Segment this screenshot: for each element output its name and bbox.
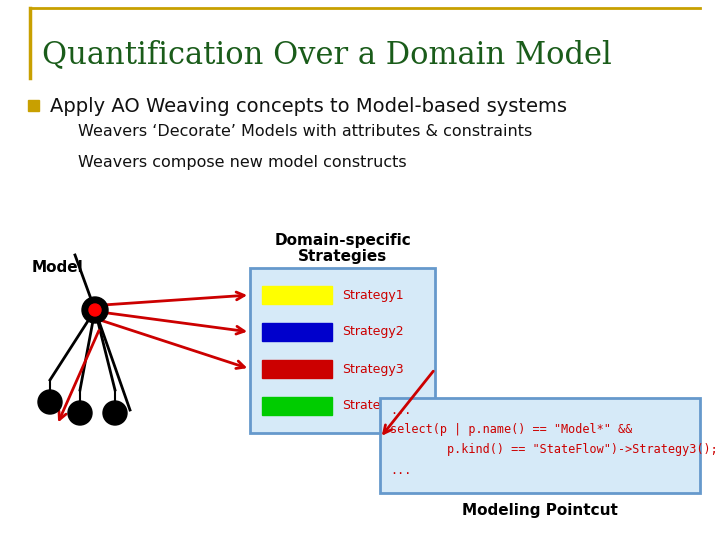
Circle shape bbox=[38, 390, 62, 414]
FancyBboxPatch shape bbox=[250, 268, 435, 433]
Text: Modeling Pointcut: Modeling Pointcut bbox=[462, 503, 618, 518]
Bar bbox=[262, 286, 332, 304]
FancyBboxPatch shape bbox=[380, 398, 700, 493]
Text: StrategyN: StrategyN bbox=[342, 400, 405, 413]
Circle shape bbox=[103, 401, 127, 425]
Text: ...: ... bbox=[390, 463, 411, 476]
Text: Strategy3: Strategy3 bbox=[342, 362, 404, 375]
Text: Model: Model bbox=[32, 260, 84, 275]
Text: p.kind() == "StateFlow")->Strategy3();: p.kind() == "StateFlow")->Strategy3(); bbox=[390, 443, 718, 456]
Text: Strategy2: Strategy2 bbox=[342, 326, 404, 339]
Bar bbox=[60, 158, 68, 166]
Bar bbox=[28, 100, 39, 111]
Bar bbox=[262, 323, 332, 341]
Circle shape bbox=[68, 401, 92, 425]
Bar bbox=[262, 397, 332, 415]
Circle shape bbox=[82, 297, 108, 323]
Text: Domain-specific: Domain-specific bbox=[274, 233, 411, 247]
Bar bbox=[262, 360, 332, 378]
Text: select(p | p.name() == "Model*" &&: select(p | p.name() == "Model*" && bbox=[390, 423, 632, 436]
Text: Apply AO Weaving concepts to Model-based systems: Apply AO Weaving concepts to Model-based… bbox=[50, 97, 567, 116]
Text: Weavers compose new model constructs: Weavers compose new model constructs bbox=[78, 154, 407, 170]
Text: Strategy1: Strategy1 bbox=[342, 288, 404, 301]
Text: Quantification Over a Domain Model: Quantification Over a Domain Model bbox=[42, 39, 612, 71]
Text: Strategies: Strategies bbox=[298, 248, 387, 264]
Bar bbox=[60, 128, 68, 136]
Text: Weavers ‘Decorate’ Models with attributes & constraints: Weavers ‘Decorate’ Models with attribute… bbox=[78, 125, 532, 139]
Circle shape bbox=[89, 304, 101, 316]
Text: ...: ... bbox=[390, 403, 411, 416]
